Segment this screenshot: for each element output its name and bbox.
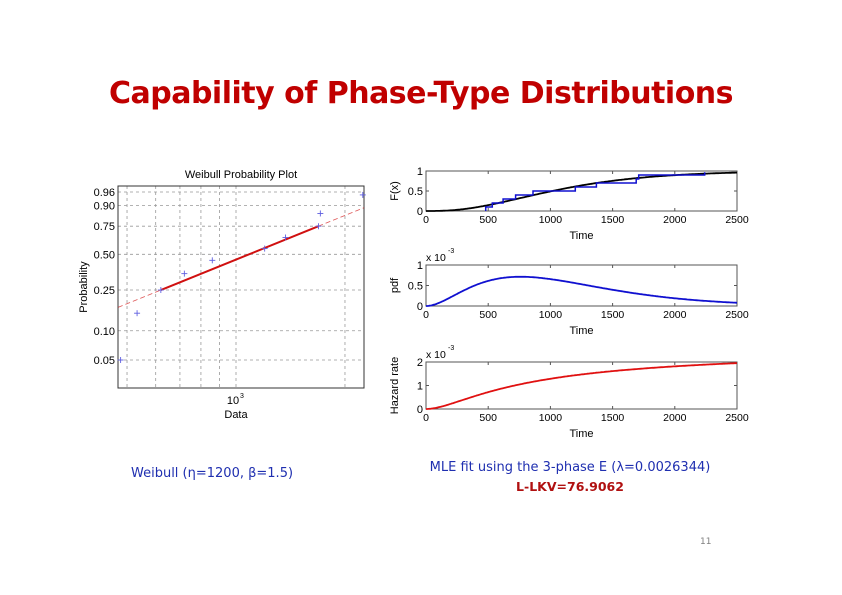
weibull-y-tick-label: 0.90 bbox=[94, 201, 115, 213]
weibull-data-point bbox=[317, 210, 324, 217]
hazard-x-tick-label: 1500 bbox=[601, 412, 625, 424]
weibull-data-point bbox=[282, 234, 289, 241]
weibull-data-point bbox=[261, 245, 268, 252]
hazard-x-tick-label: 500 bbox=[479, 412, 497, 424]
pdf-y-tick-label: 0.5 bbox=[408, 281, 423, 293]
weibull-x-label: Data bbox=[224, 409, 248, 421]
hazard-multiplier-exp: -3 bbox=[448, 345, 454, 352]
weibull-y-label: Probability bbox=[78, 261, 90, 313]
cdf-x-label: Time bbox=[569, 230, 593, 242]
pdf-x-tick-label: 2000 bbox=[663, 309, 687, 321]
weibull-data-point bbox=[315, 223, 322, 230]
cdf-x-tick-label: 1000 bbox=[539, 214, 563, 226]
pdf-curve-line bbox=[426, 275, 738, 307]
weibull-caption: Weibull (η=1200, β=1.5) bbox=[131, 466, 294, 481]
weibull-y-tick-label: 0.75 bbox=[94, 221, 115, 233]
weibull-x-tick-exponent: 3 bbox=[240, 393, 244, 400]
cdf-x-tick-label: 1500 bbox=[601, 214, 625, 226]
hazard-y-tick-label: 2 bbox=[417, 357, 423, 369]
page-number: 11 bbox=[700, 537, 712, 547]
pdf-y-tick-label: 0 bbox=[417, 301, 423, 313]
weibull-data-point bbox=[117, 357, 124, 363]
weibull-data-point bbox=[181, 270, 188, 277]
weibull-data-point bbox=[359, 191, 366, 198]
weibull-y-tick-label: 0.50 bbox=[94, 249, 115, 261]
hazard-x-tick-label: 0 bbox=[423, 412, 429, 424]
pdf-multiplier-exp: -3 bbox=[448, 248, 454, 255]
cdf-y-tick-label: 1 bbox=[417, 166, 423, 178]
weibull-data-point bbox=[209, 257, 216, 264]
pdf-x-tick-label: 0 bbox=[423, 309, 429, 321]
cdf-axes-frame bbox=[425, 170, 738, 212]
weibull-data-point bbox=[134, 310, 141, 317]
hazard-curve-line bbox=[426, 362, 738, 410]
empirical-cdf-step-line bbox=[484, 172, 706, 212]
hazard-x-label: Time bbox=[569, 428, 593, 440]
cdf-y-tick-label: 0 bbox=[417, 206, 423, 218]
hazard-y-tick-label: 1 bbox=[417, 381, 423, 393]
pdf-y-tick-label: 1 bbox=[417, 260, 423, 272]
pdf-x-label: Time bbox=[569, 325, 593, 337]
weibull-fit-line-solid bbox=[160, 225, 319, 291]
mle-caption-text: MLE fit using the 3-phase E (λ=0.0026344… bbox=[429, 460, 711, 475]
hazard-y-label: Hazard rate bbox=[389, 357, 401, 414]
slide-title: Capability of Phase-Type Distributions bbox=[108, 76, 734, 111]
cdf-x-tick-label: 2000 bbox=[663, 214, 687, 226]
weibull-y-tick-label: 0.25 bbox=[94, 285, 115, 297]
weibull-plot-title: Weibull Probability Plot bbox=[185, 169, 297, 181]
weibull-axes-frame bbox=[117, 185, 365, 389]
pdf-x-tick-label: 500 bbox=[479, 309, 497, 321]
pdf-x-tick-label: 1500 bbox=[601, 309, 625, 321]
weibull-y-tick-label: 0.05 bbox=[94, 355, 115, 367]
hazard-axes-frame bbox=[425, 361, 738, 410]
llkv-value: L-LKV=76.9062 bbox=[516, 479, 624, 494]
weibull-data-point bbox=[157, 287, 164, 294]
cdf-x-tick-label: 2500 bbox=[725, 214, 749, 226]
hazard-x-tick-label: 2500 bbox=[725, 412, 749, 424]
weibull-y-tick-label: 0.96 bbox=[94, 187, 115, 199]
pdf-x-tick-label: 1000 bbox=[539, 309, 563, 321]
cdf-y-label: F(x) bbox=[389, 181, 401, 201]
pdf-x-tick-label: 2500 bbox=[725, 309, 749, 321]
cdf-x-tick-label: 0 bbox=[423, 214, 429, 226]
weibull-plot-area bbox=[118, 186, 364, 388]
pdf-y-label: pdf bbox=[389, 277, 401, 293]
hazard-y-tick-label: 0 bbox=[417, 404, 423, 416]
hazard-x-tick-label: 1000 bbox=[539, 412, 563, 424]
weibull-y-tick-label: 0.10 bbox=[94, 326, 115, 338]
cdf-y-tick-label: 0.5 bbox=[408, 186, 423, 198]
pdf-multiplier: x 10 bbox=[426, 252, 446, 264]
hazard-multiplier: x 10 bbox=[426, 349, 446, 361]
weibull-x-tick-label: 10 bbox=[227, 395, 239, 407]
hazard-x-tick-label: 2000 bbox=[663, 412, 687, 424]
cdf-x-tick-label: 500 bbox=[479, 214, 497, 226]
mle-caption: MLE fit using the 3-phase E (λ=0.0026344… bbox=[380, 460, 760, 494]
